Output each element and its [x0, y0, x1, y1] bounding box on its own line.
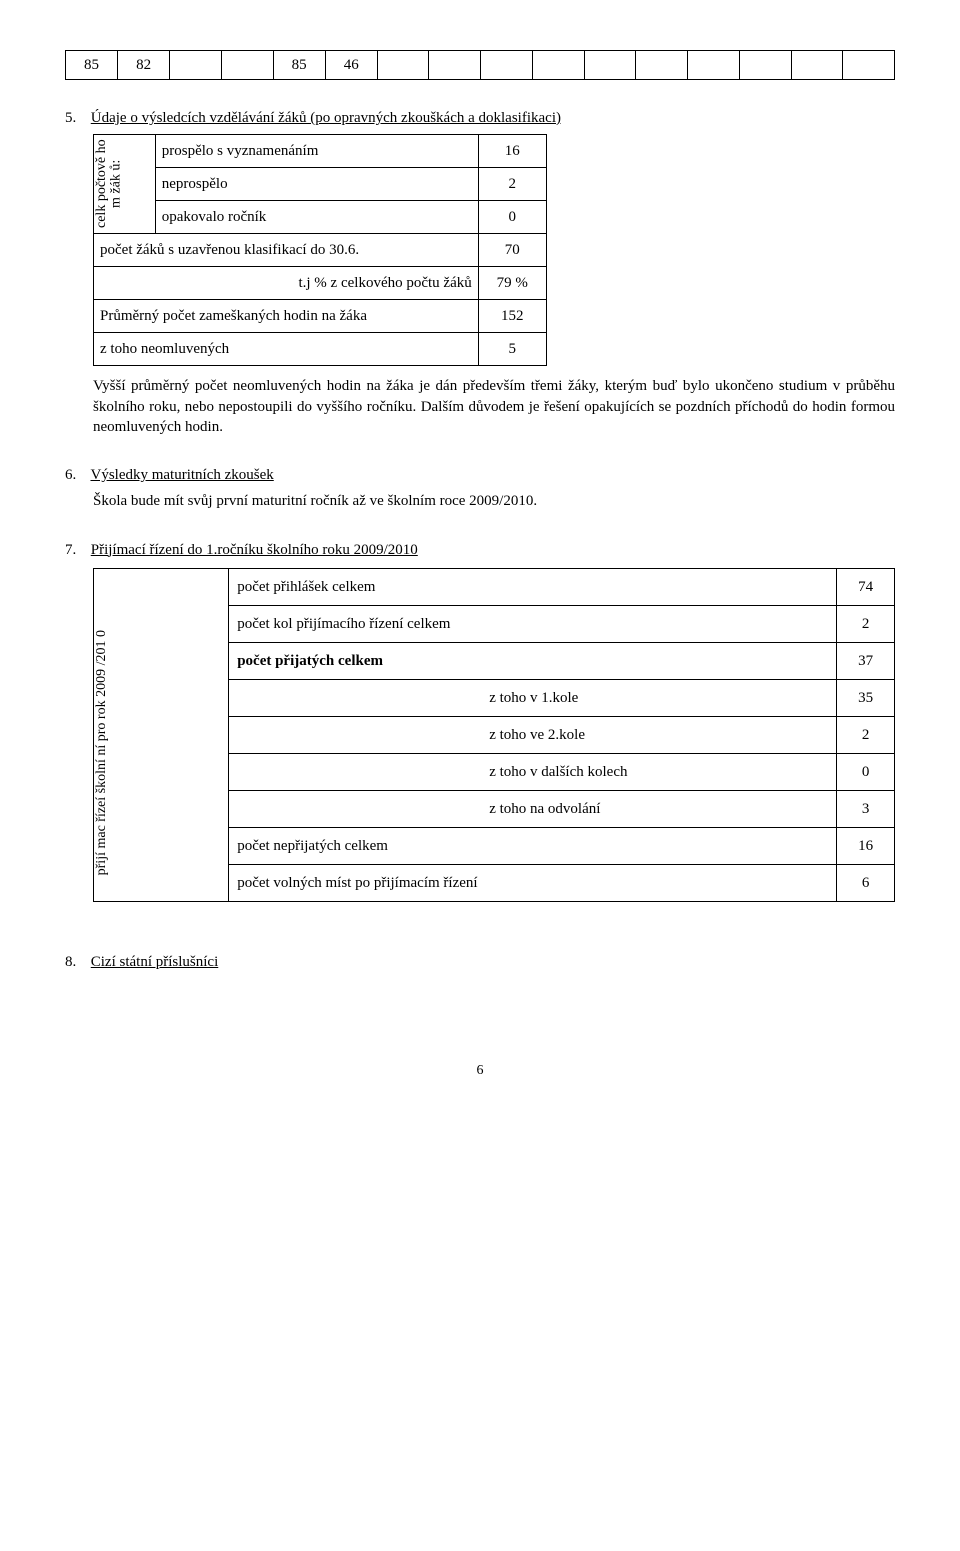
grid-cell: [636, 51, 688, 80]
section-5-heading: 5. Údaje o výsledcích vzdělávání žáků (p…: [65, 108, 895, 128]
section-number: 7.: [65, 540, 87, 560]
grid-cell: [532, 51, 584, 80]
grid-cell: [170, 51, 222, 80]
grid-cell: [688, 51, 740, 80]
section-number: 5.: [65, 108, 87, 128]
grid-cell: [377, 51, 429, 80]
grid-cell: 85: [273, 51, 325, 80]
row-label: neprospělo: [155, 168, 478, 201]
row-label: prospělo s vyznamenáním: [155, 135, 478, 168]
grid-cell: [584, 51, 636, 80]
row-label: opakovalo ročník: [155, 201, 478, 234]
section-5-table: celk počtově ho m žák ů: prospělo s vyzn…: [93, 134, 547, 366]
section-title: Přijímací řízení do 1.ročníku školního r…: [91, 542, 418, 558]
row-label: počet žáků s uzavřenou klasifikací do 30…: [94, 234, 479, 267]
row-value: 2: [837, 605, 895, 642]
section-number: 6.: [65, 465, 87, 485]
row-label: z toho v dalších kolech: [229, 753, 837, 790]
section-6-heading: 6. Výsledky maturitních zkoušek: [65, 465, 895, 485]
row-label: z toho v 1.kole: [229, 679, 837, 716]
row-label: počet nepřijatých celkem: [229, 827, 837, 864]
grid-cell: [481, 51, 533, 80]
section-8-heading: 8. Cizí státní příslušníci: [65, 952, 895, 972]
section-title: Údaje o výsledcích vzdělávání žáků (po o…: [91, 110, 561, 126]
grid-cell: 82: [118, 51, 170, 80]
row-value: 79 %: [478, 267, 546, 300]
row-value: 3: [837, 790, 895, 827]
section-7-heading: 7. Přijímací řízení do 1.ročníku školníh…: [65, 540, 895, 560]
row-value: 35: [837, 679, 895, 716]
row-value: 0: [837, 753, 895, 790]
row-label: počet přihlášek celkem: [229, 568, 837, 605]
grid-cell: [221, 51, 273, 80]
row-value: 70: [478, 234, 546, 267]
row-label: počet volných míst po přijímacím řízení: [229, 864, 837, 901]
grid-cell: 85: [66, 51, 118, 80]
table-vertical-label: celk počtově ho m žák ů:: [94, 135, 125, 233]
row-label: z toho na odvolání: [229, 790, 837, 827]
row-value: 16: [478, 135, 546, 168]
row-label: Průměrný počet zameškaných hodin na žáka: [94, 300, 479, 333]
page-number: 6: [65, 1062, 895, 1081]
section-7-table: počet přihlášek celkem 74 přijí mac říze…: [93, 568, 895, 902]
row-label: počet přijatých celkem: [229, 642, 837, 679]
grid-cell: [843, 51, 895, 80]
grid-cell: 46: [325, 51, 377, 80]
row-value: 16: [837, 827, 895, 864]
row-label: t.j % z celkového počtu žáků: [94, 267, 479, 300]
row-label: počet kol přijímacího řízení celkem: [229, 605, 837, 642]
row-value: 37: [837, 642, 895, 679]
section-6-text: Škola bude mít svůj první maturitní ročn…: [93, 491, 895, 511]
row-label: z toho neomluvených: [94, 333, 479, 366]
section-5-paragraph: Vyšší průměrný počet neomluvených hodin …: [93, 376, 895, 437]
grid-cell: [791, 51, 843, 80]
section-number: 8.: [65, 952, 87, 972]
row-value: 2: [837, 716, 895, 753]
row-value: 6: [837, 864, 895, 901]
section-title: Cizí státní příslušníci: [91, 954, 219, 970]
section-title: Výsledky maturitních zkoušek: [90, 467, 273, 483]
row-value: 2: [478, 168, 546, 201]
table-vertical-label: přijí mac řízeí školní ní pro rok 2009 /…: [94, 628, 111, 877]
row-value: 5: [478, 333, 546, 366]
row-value: 0: [478, 201, 546, 234]
grid-cell: [739, 51, 791, 80]
top-header-grid: 85828546: [65, 50, 895, 80]
row-label: z toho ve 2.kole: [229, 716, 837, 753]
grid-cell: [429, 51, 481, 80]
row-value: 74: [837, 568, 895, 605]
row-value: 152: [478, 300, 546, 333]
